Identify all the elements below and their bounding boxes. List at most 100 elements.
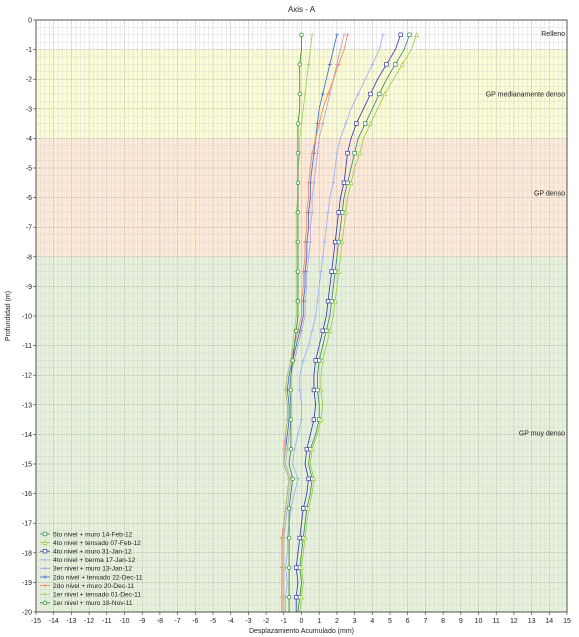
series-line bbox=[299, 34, 417, 613]
data-point bbox=[288, 447, 294, 452]
legend-label: 5to nivel + muro 14-Feb-12 bbox=[53, 531, 133, 538]
data-point bbox=[393, 62, 398, 67]
axis-ticks: -15 -14 -13 -12 -11 -10 -9 -8 -7 -6 -5 -4 -3 -2 -1 0 1 2 3… bbox=[22, 18, 571, 626]
data-point bbox=[377, 91, 382, 97]
y-tick-label: -17 bbox=[22, 521, 32, 528]
x-tick-label: -15 bbox=[31, 618, 41, 625]
data-point bbox=[294, 565, 299, 570]
data-point bbox=[339, 239, 345, 245]
series-line bbox=[288, 34, 302, 612]
legend-marker bbox=[42, 540, 48, 545]
x-tick-label: -2 bbox=[263, 618, 269, 625]
data-point bbox=[336, 269, 342, 274]
data-point bbox=[299, 594, 304, 600]
legend-marker bbox=[42, 531, 48, 537]
data-point bbox=[290, 476, 295, 481]
data-point bbox=[310, 151, 314, 155]
x-tick-label: 0 bbox=[300, 618, 304, 625]
legend-marker bbox=[43, 592, 47, 596]
data-point bbox=[368, 121, 373, 126]
data-point bbox=[308, 240, 313, 244]
y-tick-label: -1 bbox=[26, 47, 32, 54]
data-point bbox=[312, 181, 316, 185]
legend-label: 4to nivel + tensado 07-Feb-12 bbox=[53, 540, 141, 547]
y-tick-label: -18 bbox=[22, 550, 32, 557]
data-point bbox=[331, 181, 336, 185]
data-point bbox=[297, 91, 302, 97]
data-point bbox=[329, 269, 334, 274]
data-point bbox=[292, 447, 297, 451]
data-point bbox=[342, 33, 346, 37]
data-point bbox=[356, 92, 360, 96]
data-point bbox=[287, 477, 291, 481]
data-point bbox=[320, 357, 326, 363]
legend-item: 4to nivel + muro 31-Jan-12 bbox=[40, 549, 132, 556]
series-line bbox=[285, 34, 384, 612]
data-point bbox=[354, 121, 359, 126]
data-point bbox=[381, 33, 385, 37]
data-point bbox=[357, 150, 363, 156]
data-point bbox=[295, 210, 301, 215]
data-point bbox=[299, 32, 304, 37]
data-point bbox=[301, 506, 306, 511]
y-tick-label: -6 bbox=[26, 195, 32, 202]
data-point bbox=[299, 299, 304, 303]
series-9 bbox=[286, 32, 304, 612]
data-point bbox=[283, 447, 288, 451]
x-tick-label: 12 bbox=[510, 618, 518, 625]
data-point bbox=[283, 506, 288, 511]
series-line bbox=[297, 34, 410, 613]
legend-item: 2do nivel + muro 20-Dec-11 bbox=[40, 583, 134, 590]
data-point bbox=[382, 91, 388, 97]
x-tick-label: 14 bbox=[545, 618, 553, 625]
data-point bbox=[313, 358, 318, 363]
data-point bbox=[297, 62, 302, 67]
data-point bbox=[295, 269, 301, 274]
y-tick-label: -20 bbox=[22, 610, 32, 617]
data-point bbox=[320, 328, 325, 333]
y-tick-label: -11 bbox=[22, 343, 32, 350]
y-tick-label: -19 bbox=[22, 580, 32, 587]
data-point bbox=[328, 62, 332, 67]
data-point bbox=[315, 299, 320, 303]
x-tick-label: -5 bbox=[210, 618, 216, 625]
x-tick-label: 3 bbox=[353, 618, 357, 625]
x-tick-label: 5 bbox=[388, 618, 392, 625]
x-tick-label: 4 bbox=[370, 618, 374, 625]
x-tick-label: -12 bbox=[84, 618, 94, 625]
data-point bbox=[318, 387, 324, 393]
data-point bbox=[282, 595, 286, 599]
data-point bbox=[294, 328, 299, 333]
legend-marker bbox=[43, 575, 47, 579]
data-point bbox=[301, 358, 306, 363]
data-point bbox=[320, 92, 325, 96]
data-point bbox=[311, 417, 317, 422]
data-point bbox=[306, 505, 311, 511]
data-point bbox=[285, 417, 290, 422]
data-point bbox=[336, 62, 341, 67]
data-point bbox=[305, 210, 309, 215]
x-tick-label: -8 bbox=[157, 618, 163, 625]
series-line bbox=[283, 34, 345, 612]
data-point bbox=[288, 387, 294, 393]
series-line bbox=[295, 34, 401, 612]
x-tick-label: -1 bbox=[281, 618, 287, 625]
legend-label: 1er nivel + tensado 01-Dec-11 bbox=[53, 592, 141, 599]
data-point bbox=[311, 476, 317, 481]
series-line bbox=[283, 34, 313, 612]
data-point bbox=[340, 210, 345, 215]
data-point bbox=[296, 477, 300, 481]
x-tick-label: -14 bbox=[49, 618, 59, 625]
data-point bbox=[295, 121, 301, 126]
data-point bbox=[306, 476, 311, 481]
y-tick-label: -10 bbox=[22, 314, 32, 321]
x-tick-label: -11 bbox=[102, 618, 112, 625]
data-point bbox=[343, 121, 348, 126]
legend-marker bbox=[43, 558, 47, 562]
data-point bbox=[325, 299, 331, 304]
data-point bbox=[326, 92, 330, 96]
data-point bbox=[335, 151, 339, 155]
legend-label: 2do nivel + tensado 22-Dec-11 bbox=[53, 574, 143, 581]
data-point bbox=[299, 417, 304, 422]
data-point bbox=[310, 329, 314, 333]
